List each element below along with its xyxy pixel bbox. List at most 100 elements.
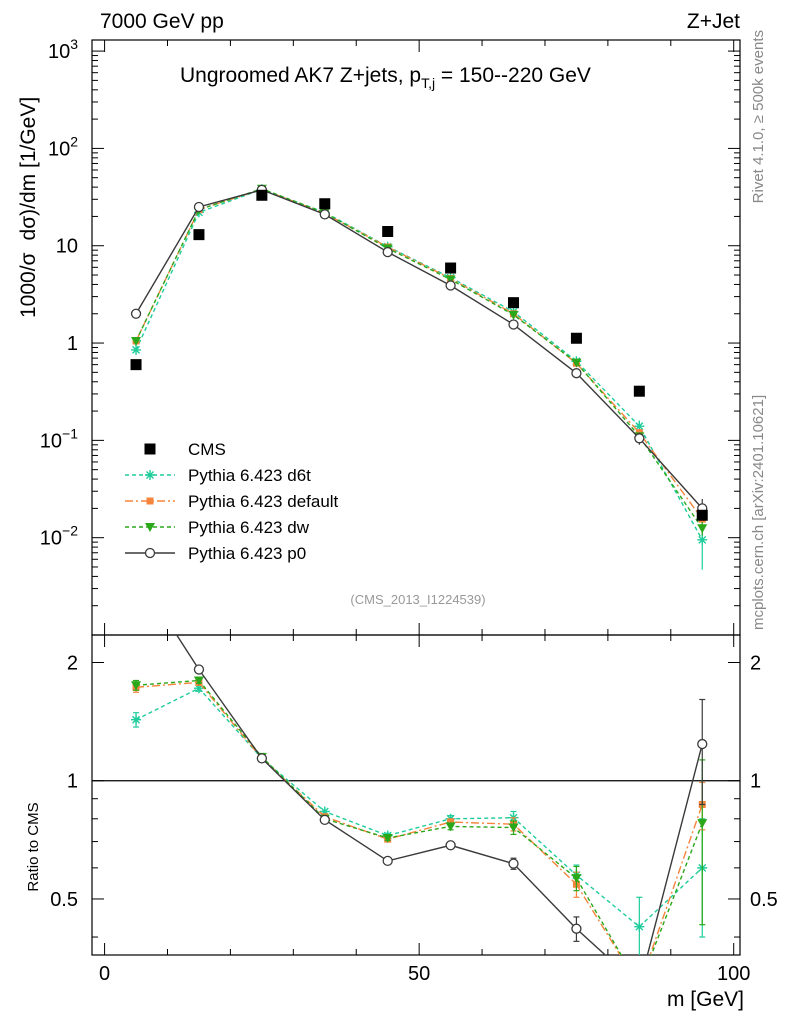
- data-point-cms: [256, 189, 268, 201]
- data-point-p0: [193, 201, 205, 213]
- legend-marker-default: [146, 497, 154, 505]
- legend-entry-p0: Pythia 6.423 p0: [125, 544, 306, 563]
- y-tick-label: 10−2: [40, 523, 78, 550]
- analysis-watermark: (CMS_2013_I1224539): [350, 592, 485, 607]
- y-axis-label: 1000/σdσ)/dm [1/GeV]: [17, 97, 40, 318]
- data-point-p0: [445, 280, 456, 291]
- data-point-cms: [130, 359, 142, 371]
- ratio-y-tick-label-right: 1: [750, 771, 761, 793]
- y-tick-label: 102: [48, 133, 78, 160]
- data-point-d6t: [131, 344, 142, 355]
- ratio-plot-frame: [91, 634, 741, 956]
- data-point-p0: [571, 368, 582, 379]
- data-point-dw: [571, 358, 582, 368]
- data-point-cms: [570, 332, 582, 344]
- ratio-line-d6t: [135, 687, 703, 928]
- ratio-point-d6t: [634, 921, 645, 932]
- ratio-point-p0: [193, 664, 205, 675]
- mcplots-label: mcplots.cern.ch [arXiv:2401.10621]: [750, 395, 767, 630]
- ratio-point-d6t: [193, 683, 204, 694]
- ratio-point-p0: [132, 567, 141, 576]
- data-point-cms: [696, 509, 708, 521]
- legend-marker-d6t: [145, 470, 155, 480]
- ratio-point-p0: [256, 753, 268, 764]
- ratio-point-dw: [131, 681, 142, 691]
- ratio-point-p0: [697, 738, 708, 750]
- ratio-y-tick-label: 1: [67, 771, 78, 793]
- data-point-cms: [633, 385, 645, 397]
- data-point-dw: [131, 336, 142, 346]
- plot-title: Ungroomed AK7 Z+jets, pT,j = 150--220 Ge…: [180, 64, 591, 91]
- ratio-series-dw: [131, 676, 708, 991]
- legend-label-d6t: Pythia 6.423 d6t: [188, 466, 311, 485]
- energy-label: 7000 GeV pp: [100, 10, 224, 33]
- data-point-p0: [508, 319, 519, 330]
- ratio-point-dw: [382, 833, 393, 843]
- ratio-line-p0: [175, 635, 703, 955]
- ratio-point-default: [447, 818, 455, 826]
- ratio-y-tick-label-right: 2: [750, 653, 761, 675]
- ratio-y-tick-label: 2: [67, 653, 78, 675]
- legend-entry-default: Pythia 6.423 default: [125, 492, 339, 511]
- y-tick-label: 10−1: [40, 425, 78, 452]
- legend-entry-d6t: Pythia 6.423 d6t: [125, 466, 311, 485]
- ratio-point-dw: [508, 823, 519, 833]
- ratio-series-default: [132, 678, 706, 990]
- data-point-p0: [319, 209, 330, 220]
- ratio-point-dw: [571, 874, 582, 884]
- legend-label-default: Pythia 6.423 default: [188, 492, 339, 511]
- ratio-series-d6t: [131, 683, 708, 955]
- y-tick-label: 10: [56, 236, 78, 258]
- data-point-dw: [508, 310, 519, 320]
- x-tick-label: 50: [408, 963, 430, 985]
- legend-label-cms: CMS: [188, 440, 226, 459]
- rivet-version-label: Rivet 4.1.0, ≥ 500k events: [750, 30, 767, 203]
- series-line-d6t: [135, 188, 703, 541]
- data-point-dw: [697, 524, 708, 534]
- legend-marker-dw: [145, 523, 155, 532]
- legend-label-p0: Pythia 6.423 p0: [188, 544, 306, 563]
- x-tick-label: 0: [99, 963, 110, 985]
- ratio-y-tick-label: 0.5: [50, 889, 78, 911]
- ratio-point-p0: [508, 858, 519, 869]
- ratio-point-d6t: [319, 806, 330, 817]
- ratio-point-default: [636, 983, 643, 990]
- legend-marker-p0: [144, 547, 156, 559]
- data-point-p0: [634, 433, 645, 444]
- ratio-point-dw: [634, 982, 644, 991]
- process-label: Z+Jet: [687, 10, 740, 33]
- legend-entry-dw: Pythia 6.423 dw: [125, 518, 310, 537]
- ratio-line-default: [135, 681, 703, 955]
- ratio-point-dw: [697, 819, 708, 829]
- data-point-cms: [382, 226, 394, 238]
- ratio-series-p0: [132, 567, 708, 991]
- data-point-p0: [382, 246, 393, 258]
- series-line-p0: [135, 189, 703, 509]
- ratio-y-axis-label: Ratio to CMS: [25, 802, 42, 891]
- series-line-dw: [135, 188, 703, 529]
- data-point-cms: [319, 198, 331, 210]
- data-point-dw: [445, 275, 456, 285]
- ratio-line-dw: [135, 679, 703, 955]
- data-point-d6t: [697, 534, 708, 545]
- legend-label-dw: Pythia 6.423 dw: [188, 518, 310, 537]
- ratio-point-p0: [635, 982, 644, 991]
- y-tick-label: 103: [48, 36, 78, 63]
- ratio-point-d6t: [131, 714, 142, 725]
- y-tick-label: 1: [67, 333, 78, 355]
- ratio-y-tick-label-right: 0.5: [750, 889, 778, 911]
- data-point-cms: [508, 297, 520, 309]
- legend-entry-cms: CMS: [144, 440, 226, 459]
- data-point-d6t: [634, 421, 645, 432]
- data-point-cms: [445, 262, 457, 274]
- series-cms: [130, 189, 708, 521]
- ratio-point-p0: [319, 814, 330, 826]
- x-tick-label: 100: [717, 963, 750, 985]
- ratio-point-p0: [382, 855, 393, 867]
- ratio-point-dw: [445, 822, 456, 832]
- x-axis-label: m [GeV]: [667, 988, 744, 1011]
- series-d6t: [131, 184, 708, 570]
- data-point-p0: [130, 308, 142, 319]
- legend-marker-cms: [144, 443, 156, 455]
